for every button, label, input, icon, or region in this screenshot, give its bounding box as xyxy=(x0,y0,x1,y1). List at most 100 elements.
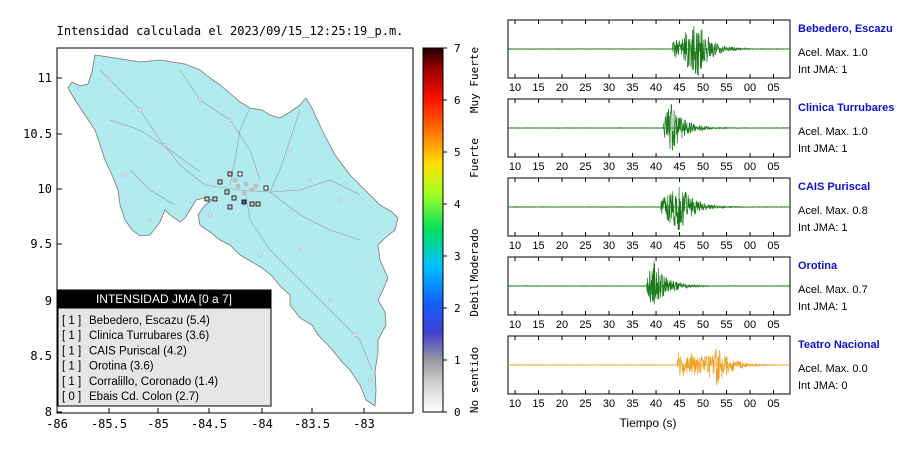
seismogram-tick-label: 55 xyxy=(720,398,732,410)
colorbar-tick-label: 6 xyxy=(454,94,461,107)
legend-body xyxy=(57,307,272,407)
seismogram-tick-label: 25 xyxy=(579,82,591,94)
legend-rows: [ 1 ] Bebedero, Escazu (5.4) [ 1 ] Clinica … xyxy=(62,315,218,403)
seismogram-tick-label: 55 xyxy=(720,161,732,173)
seismogram-tick-label: 10 xyxy=(509,319,521,331)
seismogram-tick-label: 45 xyxy=(673,82,685,94)
road-network xyxy=(99,69,373,371)
seismogram-panel: 10 15 20 25 30 35 40 45 50 55 00 05 Orotina Acel. Max… xyxy=(507,256,868,331)
colorbar-ticks: 7 6 5 4 3 2 1 0 xyxy=(443,42,461,419)
seismogram-tick-label: 20 xyxy=(556,398,568,410)
legend-row-code: [ 1 ] xyxy=(62,361,81,373)
seismogram-tick-label: 20 xyxy=(556,319,568,331)
seismogram-tick-label: 10 xyxy=(509,82,521,94)
seismogram-tick-label: 45 xyxy=(673,240,685,252)
seismogram-tick-label: 45 xyxy=(673,161,685,173)
station-acel-max: Acel. Max. 0.8 xyxy=(798,205,868,217)
seismogram-tick-label: 00 xyxy=(744,240,756,252)
colorbar-tick-label: 4 xyxy=(454,198,461,211)
station-name: Orotina xyxy=(798,260,838,272)
seismogram-tick-label: 55 xyxy=(720,319,732,331)
seismogram-trace xyxy=(507,103,791,151)
seismogram-tick-label: 05 xyxy=(767,319,779,331)
seismogram-tick-label: 50 xyxy=(697,82,709,94)
seismogram-tick-label: 25 xyxy=(579,161,591,173)
station-name: Clinica Turrubares xyxy=(798,102,894,114)
seismogram-tick-label: 05 xyxy=(767,161,779,173)
map-x-tick-label: -83.5 xyxy=(294,417,330,431)
map-y-tick-label: 10.5 xyxy=(23,127,52,141)
station-name: Teatro Nacional xyxy=(798,339,880,351)
seismogram-tick-label: 15 xyxy=(532,398,544,410)
seismogram-tick-label: 20 xyxy=(556,240,568,252)
seismogram-tick-label: 40 xyxy=(650,82,662,94)
seismogram-trace xyxy=(507,348,791,386)
seismogram-tick-label: 30 xyxy=(603,319,615,331)
legend-row-code: [ 1 ] xyxy=(62,345,81,357)
seismogram-trace xyxy=(507,261,791,305)
seismogram-tick-label: 15 xyxy=(532,319,544,331)
map-y-tick-label: 8 xyxy=(45,405,52,419)
seismogram-tick-label: 35 xyxy=(626,240,638,252)
station-dots xyxy=(232,177,259,196)
legend-row-name: Corralillo, Coronado (1.4) xyxy=(89,376,218,388)
seismogram-tick-label: 15 xyxy=(532,161,544,173)
colorbar-tick-label: 2 xyxy=(454,302,461,315)
seismogram-tick-label: 45 xyxy=(673,319,685,331)
map-x-tick-label: -86 xyxy=(46,417,68,431)
station-cluster xyxy=(204,171,269,210)
seismogram-tick-label: 00 xyxy=(744,398,756,410)
seismogram-tick-label: 10 xyxy=(509,161,521,173)
map-x-tick-label: -84.5 xyxy=(191,417,227,431)
map-y-tick-label: 9 xyxy=(45,294,52,308)
seismogram-tick-label: 00 xyxy=(744,161,756,173)
map-x-axis: -86 -85.5 -85 -84.5 -84 -83.5 -83 xyxy=(46,408,375,431)
station-acel-max: Acel. Max. 1.0 xyxy=(798,126,868,138)
colorbar-scale xyxy=(422,47,444,413)
seismogram-tick-label: 20 xyxy=(556,161,568,173)
seismogram-tick-label: 05 xyxy=(767,398,779,410)
seismogram-tick-label: 30 xyxy=(603,161,615,173)
station-name: CAIS Puriscal xyxy=(798,181,870,193)
seismogram-tick-label: 50 xyxy=(697,161,709,173)
legend-row-name: Orotina (3.6) xyxy=(89,361,154,373)
map-x-tick-label: -85 xyxy=(147,417,169,431)
seismogram-tick-label: 40 xyxy=(650,161,662,173)
seismogram-tick-label: 40 xyxy=(650,319,662,331)
seismogram-tick-label: 40 xyxy=(650,240,662,252)
legend-row-name: CAIS Puriscal (4.2) xyxy=(89,345,187,357)
seismogram-tick-label: 10 xyxy=(509,398,521,410)
seismogram-tick-label: 25 xyxy=(579,319,591,331)
seismogram-tick-label: 30 xyxy=(603,398,615,410)
seismogram-panel: 10 15 20 25 30 35 40 45 50 55 00 05 Clinica Turrubar… xyxy=(507,98,894,173)
seismogram-tick-label: 20 xyxy=(556,82,568,94)
legend-row-code: [ 1 ] xyxy=(62,330,81,342)
legend-row-name: Ebais Cd. Colon (2.7) xyxy=(89,391,199,403)
seismogram-tick-label: 00 xyxy=(744,319,756,331)
station-acel-max: Acel. Max. 0.0 xyxy=(798,363,868,375)
seismogram-tick-label: 00 xyxy=(744,82,756,94)
colorbar-tick-label: 1 xyxy=(454,354,461,367)
legend-row: [ 0 ] Ebais Cd. Colon (2.7) xyxy=(62,391,199,403)
seismogram-tick-label: 25 xyxy=(579,398,591,410)
legend-row-name: Clinica Turrubares (3.6) xyxy=(89,330,209,342)
colorbar-tick-label: 7 xyxy=(454,42,461,55)
seismogram-tick-label: 35 xyxy=(626,398,638,410)
seismogram-tick-label: 35 xyxy=(626,161,638,173)
legend-row: [ 1 ] Clinica Turrubares (3.6) xyxy=(62,330,209,342)
map-legend: INTENSIDAD JMA [0 a 7] [ 1 ] Bebedero, Es… xyxy=(57,289,272,407)
seismogram-panel: 10 15 20 25 30 35 40 45 50 55 00 05 Bebedero, Escazu… xyxy=(507,19,893,94)
seismogram-tick-label: 35 xyxy=(626,319,638,331)
seismogram-tick-label: 05 xyxy=(767,82,779,94)
station-name: Bebedero, Escazu xyxy=(798,23,893,35)
legend-header xyxy=(58,290,271,308)
colorbar-tick-label: 5 xyxy=(454,146,461,159)
intensity-colorbar: 7 6 5 4 3 2 1 0 Muy Fuerte Fuerte Moderado Debi… xyxy=(422,42,481,419)
seismogram-trace xyxy=(508,26,791,76)
colorbar-label-moderado: Moderado xyxy=(468,229,481,282)
legend-row: [ 1 ] Corralillo, Coronado (1.4) xyxy=(62,376,218,388)
colorbar-tick-label: 3 xyxy=(454,250,461,263)
station-int-jma: Int JMA: 0 xyxy=(798,380,848,392)
